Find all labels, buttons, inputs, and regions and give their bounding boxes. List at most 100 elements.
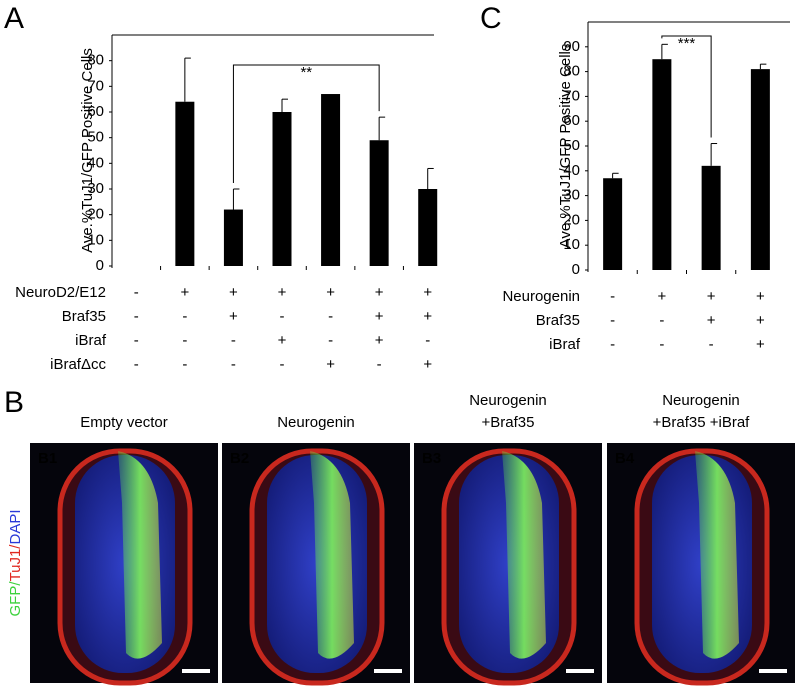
- condition-sign: -: [134, 284, 139, 301]
- bar: [321, 94, 341, 267]
- condition-sign: -: [659, 336, 664, 353]
- condition-sign: +: [326, 356, 335, 373]
- micrograph: B2: [222, 443, 410, 686]
- y-tick-label: 60: [563, 112, 580, 129]
- y-tick-label: 0: [96, 257, 104, 274]
- y-tick-label: 50: [87, 129, 104, 146]
- condition-sign: -: [231, 332, 236, 349]
- gfp-signal: [310, 451, 354, 659]
- condition-sign: +: [423, 284, 432, 301]
- significance-bracket: [661, 35, 712, 138]
- stain-part: GFP/: [7, 581, 24, 617]
- y-tick-label: 90: [563, 38, 580, 55]
- gfp-signal: [118, 451, 162, 659]
- y-tick-label: 80: [87, 52, 104, 69]
- stain-part: TuJ1/: [7, 544, 24, 582]
- bar: [369, 140, 389, 266]
- condition-label: iBraf: [549, 336, 581, 353]
- condition-sign: +: [375, 284, 384, 301]
- panel-label: A: [4, 2, 24, 35]
- condition-sign: +: [229, 284, 238, 301]
- condition-sign: -: [328, 308, 333, 325]
- image-title: Neurogenin: [662, 392, 740, 409]
- image-tag: B2: [230, 450, 249, 467]
- condition-sign: -: [377, 356, 382, 373]
- y-tick-label: 30: [87, 180, 104, 197]
- significance-label: **: [300, 64, 312, 81]
- image-title: Neurogenin: [277, 414, 355, 431]
- condition-sign: -: [709, 336, 714, 353]
- bar: [418, 189, 438, 266]
- condition-label: Neurogenin: [502, 288, 580, 305]
- condition-sign: +: [756, 288, 765, 305]
- image-title: Empty vector: [80, 414, 168, 431]
- image-tag: B3: [422, 450, 441, 467]
- condition-sign: -: [182, 332, 187, 349]
- condition-sign: +: [657, 288, 666, 305]
- condition-sign: -: [328, 332, 333, 349]
- bar: [701, 165, 721, 270]
- condition-label: iBraf: [75, 332, 107, 349]
- micrograph: B1: [30, 443, 218, 686]
- condition-sign: -: [610, 336, 615, 353]
- panel-label: C: [480, 2, 502, 35]
- condition-sign: +: [423, 308, 432, 325]
- condition-sign: -: [231, 356, 236, 373]
- bar: [272, 112, 292, 266]
- condition-sign: -: [134, 308, 139, 325]
- stain-label: GFP/TuJ1/DAPI: [7, 510, 24, 617]
- condition-sign: -: [182, 308, 187, 325]
- image-title: +Braf35 +iBraf: [653, 414, 751, 431]
- bar: [750, 69, 770, 271]
- condition-sign: -: [182, 356, 187, 373]
- condition-sign: +: [756, 312, 765, 329]
- condition-sign: +: [423, 356, 432, 373]
- y-tick-label: 40: [87, 154, 104, 171]
- condition-sign: +: [180, 284, 189, 301]
- image-tag: B1: [38, 450, 57, 467]
- condition-sign: -: [134, 332, 139, 349]
- condition-label: NeuroD2/E12: [15, 284, 106, 301]
- condition-sign: +: [707, 312, 716, 329]
- condition-sign: +: [375, 332, 384, 349]
- panel-label: B: [4, 386, 24, 419]
- y-axis-title: Ave.%TuJ1/GFP Positive Cells: [557, 44, 574, 249]
- y-tick-label: 10: [563, 236, 580, 253]
- gfp-signal: [695, 451, 739, 659]
- condition-sign: +: [375, 308, 384, 325]
- y-tick-label: 70: [87, 77, 104, 94]
- y-tick-label: 70: [563, 87, 580, 104]
- y-axis-title: Ave.%TuJ1/GFP Positive Cells: [79, 48, 96, 253]
- bar: [652, 59, 672, 271]
- condition-sign: +: [707, 288, 716, 305]
- condition-sign: -: [425, 332, 430, 349]
- y-tick-label: 60: [87, 103, 104, 120]
- stain-part: DAPI: [7, 510, 24, 545]
- y-tick-label: 20: [87, 206, 104, 223]
- condition-sign: -: [610, 312, 615, 329]
- y-tick-label: 80: [563, 63, 580, 80]
- bar: [223, 209, 243, 266]
- image-title: Neurogenin: [469, 392, 547, 409]
- condition-label: Braf35: [62, 308, 106, 325]
- micrograph: B4: [607, 443, 795, 686]
- condition-sign: +: [278, 332, 287, 349]
- condition-sign: -: [280, 308, 285, 325]
- significance-bracket: [232, 64, 380, 183]
- y-tick-label: 10: [87, 231, 104, 248]
- image-title: +Braf35: [482, 414, 535, 431]
- condition-sign: +: [278, 284, 287, 301]
- condition-sign: -: [280, 356, 285, 373]
- bar: [175, 101, 195, 266]
- condition-sign: +: [229, 308, 238, 325]
- y-tick-label: 0: [572, 261, 580, 278]
- micrograph: B3: [414, 443, 602, 686]
- condition-sign: +: [756, 336, 765, 353]
- y-tick-label: 20: [563, 211, 580, 228]
- image-tag: B4: [615, 450, 635, 467]
- condition-sign: -: [659, 312, 664, 329]
- condition-label: iBrafΔcc: [50, 356, 106, 373]
- y-tick-label: 50: [563, 137, 580, 154]
